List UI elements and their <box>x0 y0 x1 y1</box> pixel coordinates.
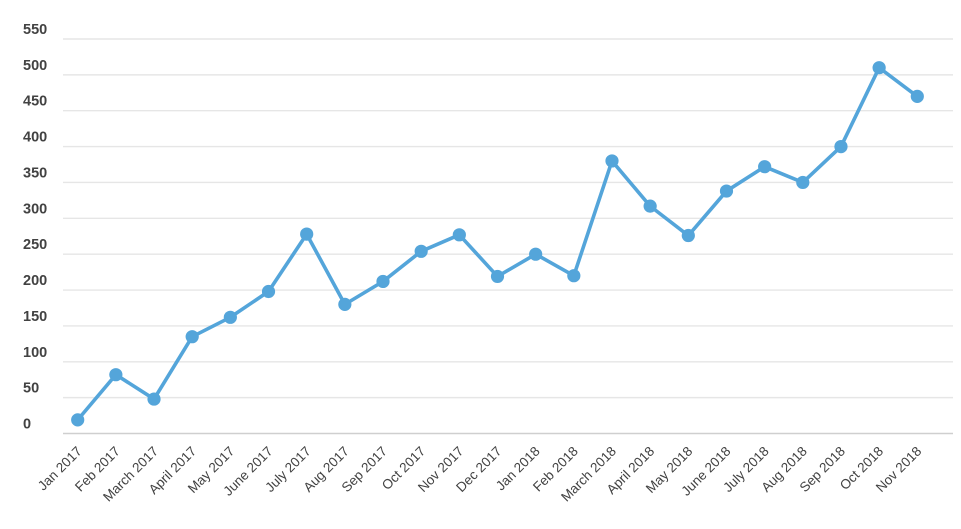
data-point-july-2017[interactable] <box>300 227 314 241</box>
y-axis-tick-label: 550 <box>23 22 47 38</box>
data-point-jan-2018[interactable] <box>529 247 543 261</box>
y-axis-tick-label: 150 <box>23 309 47 325</box>
y-axis-tick-label: 100 <box>23 345 47 361</box>
data-point-aug-2017[interactable] <box>338 297 352 311</box>
y-axis-tick-label: 0 <box>23 417 31 433</box>
data-point-oct-2017[interactable] <box>414 244 428 258</box>
y-axis-tick-label: 300 <box>23 201 47 217</box>
y-axis-tick-label: 250 <box>23 237 47 253</box>
y-axis-tick-label: 450 <box>23 94 47 110</box>
data-point-sep-2017[interactable] <box>376 274 390 289</box>
data-point-june-2017[interactable] <box>261 284 276 299</box>
data-point-jan-2017[interactable] <box>71 413 85 427</box>
y-axis-tick-label: 500 <box>23 58 47 74</box>
data-point-feb-2018[interactable] <box>567 269 581 283</box>
y-axis-tick-label: 400 <box>23 130 47 146</box>
data-point-aug-2018[interactable] <box>796 175 810 190</box>
data-point-june-2018[interactable] <box>719 184 734 198</box>
data-point-march-2018[interactable] <box>605 154 619 168</box>
y-axis-tick-label: 200 <box>23 273 47 289</box>
data-point-sep-2018[interactable] <box>834 139 848 154</box>
data-point-dec-2017[interactable] <box>490 269 505 284</box>
data-point-april-2017[interactable] <box>185 330 199 344</box>
data-point-nov-2017[interactable] <box>452 228 466 242</box>
y-axis-tick-label: 350 <box>23 165 47 181</box>
data-point-july-2018[interactable] <box>758 160 772 174</box>
data-point-march-2017[interactable] <box>147 392 161 406</box>
data-point-nov-2018[interactable] <box>910 89 924 103</box>
data-point-april-2018[interactable] <box>643 199 657 213</box>
data-point-may-2017[interactable] <box>223 310 237 324</box>
data-point-oct-2018[interactable] <box>872 61 886 75</box>
data-point-may-2018[interactable] <box>681 228 695 243</box>
y-axis-tick-label: 50 <box>23 381 39 397</box>
data-point-feb-2017[interactable] <box>109 368 123 382</box>
series-line <box>75 65 920 422</box>
